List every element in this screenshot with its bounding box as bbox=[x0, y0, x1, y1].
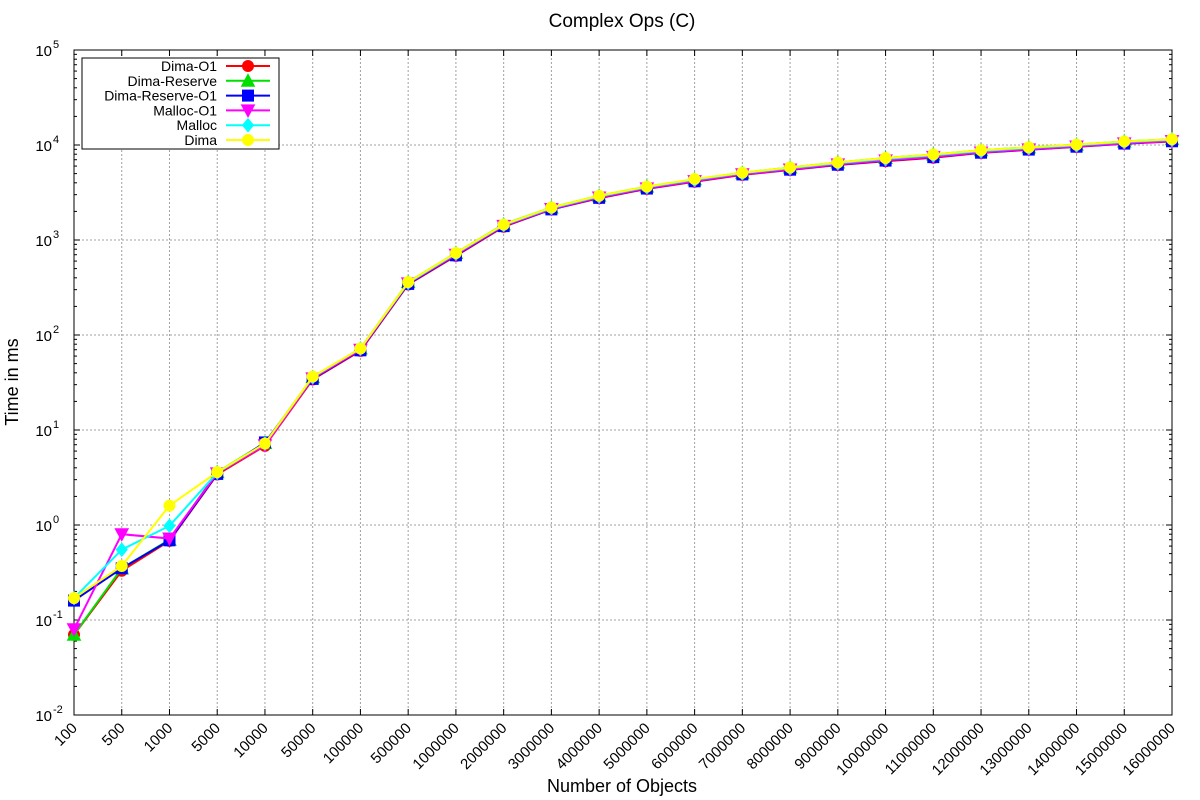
data-point bbox=[784, 161, 797, 174]
data-point bbox=[688, 173, 701, 186]
data-point bbox=[258, 437, 271, 450]
data-point bbox=[354, 342, 367, 355]
data-point bbox=[211, 466, 224, 479]
x-tick-label: 3000000 bbox=[505, 720, 558, 773]
y-tick-exponent: 1 bbox=[53, 419, 59, 431]
data-point bbox=[927, 148, 940, 161]
x-tick-label: 8000000 bbox=[744, 720, 797, 773]
x-tick-label: 500000 bbox=[368, 720, 415, 767]
legend: Dima-O1Dima-ReserveDima-Reserve-O1Malloc… bbox=[81, 57, 280, 150]
data-point bbox=[640, 180, 653, 193]
data-point bbox=[593, 189, 606, 202]
x-tick-label: 2000000 bbox=[457, 720, 510, 773]
data-point bbox=[1118, 135, 1131, 148]
x-tick-label: 5000 bbox=[188, 720, 224, 756]
legend-label: Dima-Reserve-O1 bbox=[104, 88, 217, 104]
y-tick-label: 10 bbox=[35, 423, 52, 440]
legend-marker bbox=[241, 117, 255, 133]
x-tick-label: 1000 bbox=[141, 720, 177, 756]
y-tick-exponent: 2 bbox=[53, 324, 59, 336]
series-dima-reserve bbox=[66, 131, 1180, 641]
series-dima-reserve-o1 bbox=[68, 135, 1178, 607]
legend-marker bbox=[240, 104, 256, 118]
series-line bbox=[73, 138, 1173, 636]
y-tick-exponent: -1 bbox=[53, 609, 63, 621]
series-line bbox=[73, 140, 1173, 630]
plot-frame bbox=[73, 49, 1173, 716]
x-tick-label: 7000000 bbox=[696, 720, 749, 773]
x-tick-label: 100 bbox=[51, 720, 81, 750]
y-tick-exponent: 4 bbox=[53, 134, 59, 146]
legend-label: Dima bbox=[184, 132, 217, 148]
data-point bbox=[1022, 141, 1035, 154]
y-tick-label: 10 bbox=[35, 518, 52, 535]
y-tick-label: 10 bbox=[35, 233, 52, 250]
data-point bbox=[1166, 133, 1178, 146]
x-tick-label: 6000000 bbox=[648, 720, 701, 773]
data-point bbox=[879, 151, 892, 164]
x-tick-label: 5000000 bbox=[600, 720, 653, 773]
data-point bbox=[115, 560, 128, 573]
series-line bbox=[73, 140, 1173, 602]
series-dima-o1 bbox=[68, 135, 1178, 641]
series-malloc bbox=[67, 132, 1179, 606]
x-tick-label: 10000000 bbox=[833, 720, 892, 779]
grid-lines bbox=[74, 50, 1172, 715]
data-point bbox=[497, 218, 510, 231]
legend-label: Dima-O1 bbox=[161, 58, 217, 74]
series-line bbox=[73, 140, 1173, 636]
data-point bbox=[736, 166, 749, 179]
legend-marker bbox=[242, 89, 254, 102]
y-tick-label: 10 bbox=[35, 613, 52, 630]
legend-label: Malloc bbox=[177, 117, 217, 133]
x-tick-label: 1000000 bbox=[409, 720, 462, 773]
legend-marker bbox=[240, 73, 256, 87]
x-tick-label: 10000 bbox=[230, 720, 272, 762]
data-point bbox=[66, 623, 82, 637]
chart-title: Complex Ops (C) bbox=[549, 11, 696, 32]
series-dima bbox=[68, 133, 1178, 605]
y-tick-label: 10 bbox=[35, 138, 52, 155]
legend-label: Malloc-O1 bbox=[153, 102, 217, 118]
legend-box bbox=[81, 57, 280, 150]
y-tick-exponent: 0 bbox=[53, 514, 59, 526]
data-point bbox=[114, 528, 130, 542]
series-lines bbox=[66, 131, 1180, 641]
series-line bbox=[73, 138, 1173, 599]
series-malloc-o1 bbox=[66, 135, 1180, 637]
data-point bbox=[975, 144, 988, 157]
data-point bbox=[163, 499, 176, 512]
data-point bbox=[449, 246, 462, 259]
x-tick-label: 4000000 bbox=[553, 720, 606, 773]
legend-marker bbox=[242, 60, 254, 72]
y-tick-label: 10 bbox=[35, 43, 52, 60]
series-line bbox=[73, 138, 1173, 599]
y-axis-label: Time in ms bbox=[2, 338, 22, 425]
data-point bbox=[68, 592, 80, 605]
data-point bbox=[831, 156, 844, 169]
x-axis-ticks: 100 500 1000 5000 10000 50000 100000 5000001000… bbox=[51, 50, 1179, 779]
y-tick-label: 10 bbox=[35, 328, 52, 345]
legend-marker bbox=[242, 134, 254, 146]
x-tick-label: 500 bbox=[99, 720, 129, 750]
x-tick-label: 16000000 bbox=[1120, 720, 1179, 779]
y-tick-exponent: -2 bbox=[53, 704, 63, 716]
data-point bbox=[163, 518, 176, 534]
x-axis-label: Number of Objects bbox=[547, 776, 697, 796]
y-tick-exponent: 3 bbox=[53, 229, 59, 241]
legend-label: Dima-Reserve bbox=[128, 73, 218, 89]
data-point bbox=[1070, 138, 1083, 151]
data-point bbox=[545, 201, 558, 214]
x-tick-label: 50000 bbox=[278, 720, 320, 762]
data-point bbox=[402, 276, 415, 289]
data-point bbox=[306, 370, 319, 383]
y-tick-exponent: 5 bbox=[53, 39, 59, 51]
data-point bbox=[115, 542, 128, 557]
x-tick-label: 100000 bbox=[320, 720, 367, 767]
y-tick-label: 10 bbox=[35, 708, 52, 725]
